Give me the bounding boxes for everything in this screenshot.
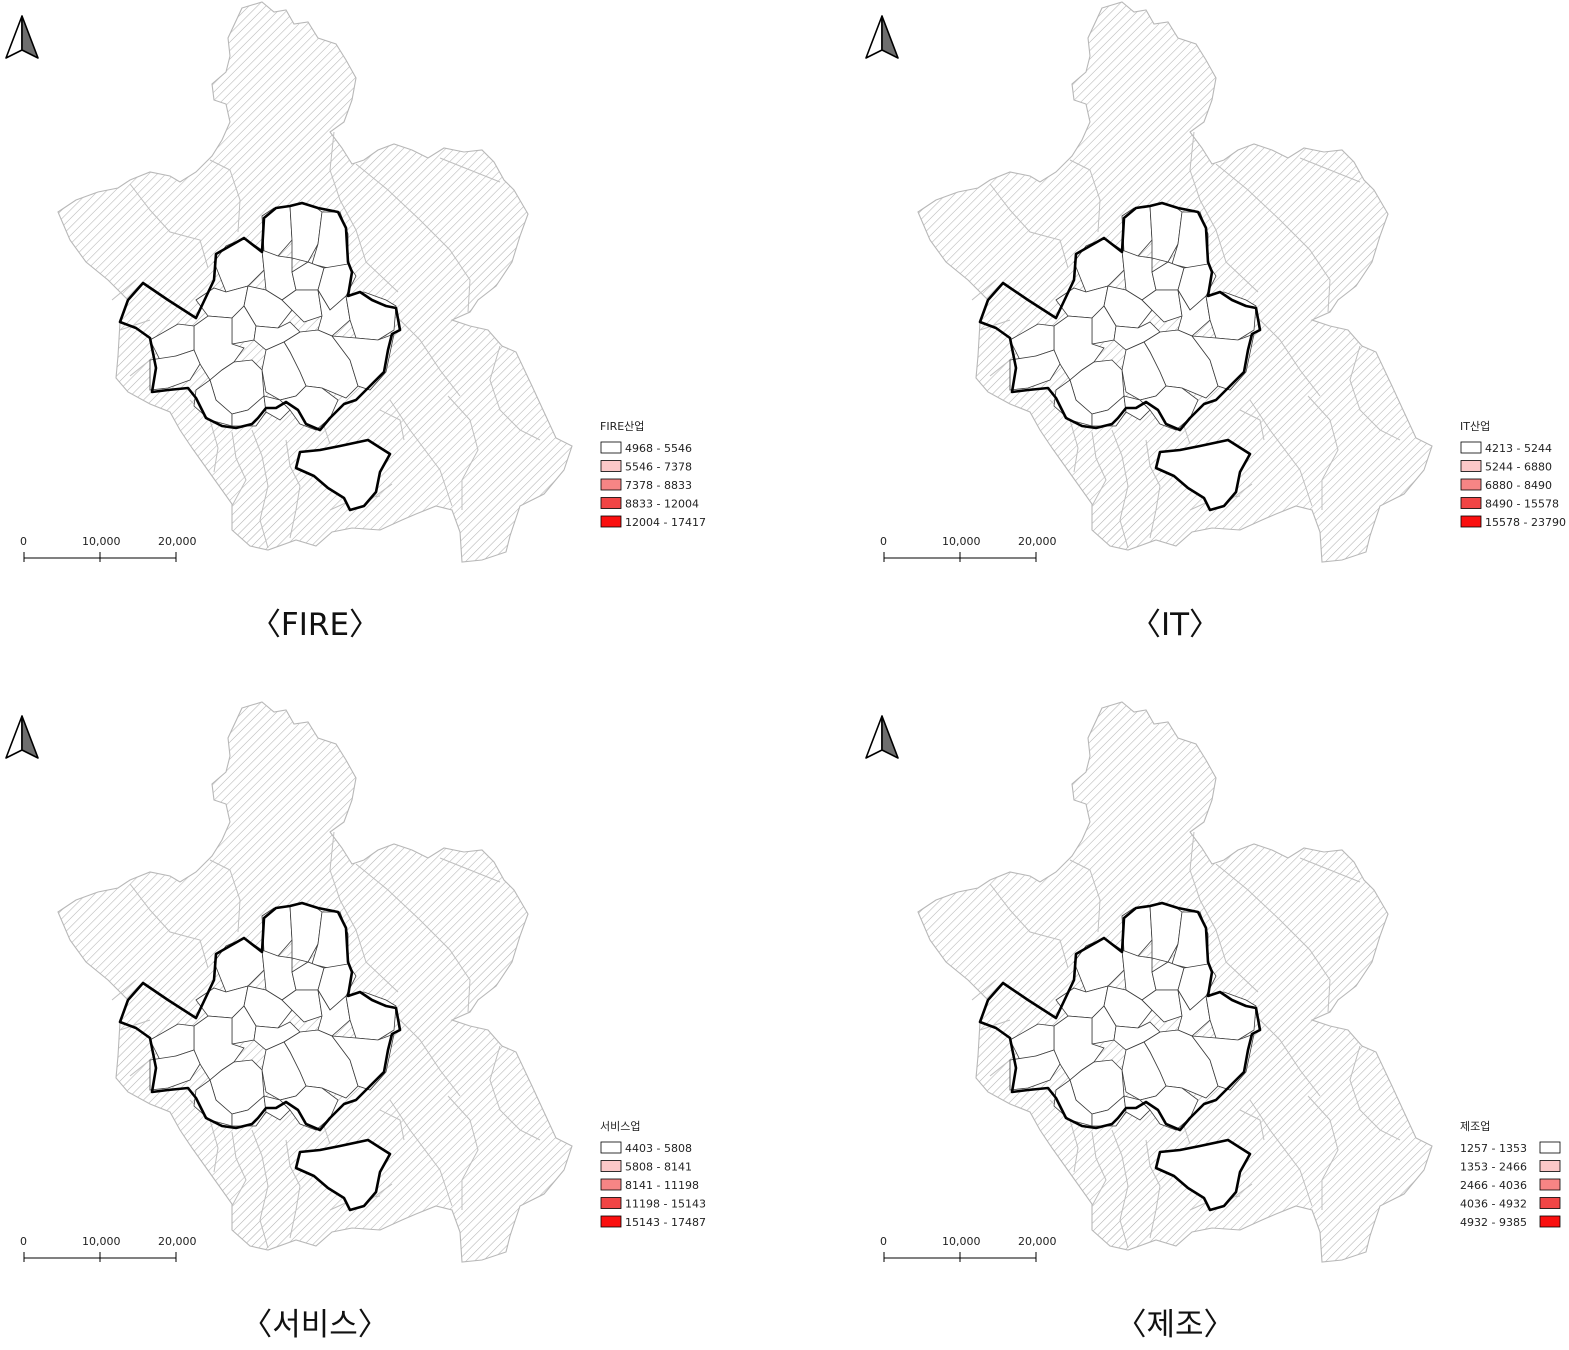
legend-swatch — [600, 478, 622, 491]
legend-class-label: 7378 - 8833 — [625, 479, 692, 492]
legend-class-label: 15578 - 23790 — [1485, 516, 1566, 529]
map-panel-service: 0 10,000 20,000 서비스업 4403 - 5808 5808 - 8141 8… — [5, 701, 706, 1343]
scale-label: 20,000 — [1018, 535, 1057, 548]
scale-label: 10,000 — [82, 535, 121, 548]
legend-swatch — [1460, 441, 1482, 454]
scale-label: 0 — [880, 535, 887, 548]
scale-bar: 0 10,000 20,000 — [20, 1235, 197, 1262]
north-arrow-icon — [865, 15, 899, 59]
legend-swatch — [600, 1197, 622, 1209]
legend-swatch — [600, 497, 622, 509]
panel-caption: 〈IT〉 — [1130, 607, 1220, 643]
legend-title: 서비스업 — [600, 1120, 640, 1133]
panel-caption: 〈서비스〉 — [241, 1307, 389, 1343]
scale-label: 20,000 — [158, 1235, 197, 1248]
district-polygon — [1177, 289, 1211, 337]
district-polygon — [231, 305, 257, 345]
legend-swatch — [1460, 478, 1482, 491]
legend-swatch — [1539, 1141, 1561, 1154]
legend-title: IT산업 — [1460, 420, 1490, 433]
legend-swatch — [600, 515, 622, 528]
legend-swatch — [1539, 1215, 1561, 1228]
legend-class-label: 4213 - 5244 — [1485, 442, 1552, 455]
district-polygon — [279, 1085, 339, 1131]
panel-caption: 〈FIRE〉 — [250, 607, 380, 643]
legend-swatch — [600, 441, 622, 454]
district-group — [149, 203, 397, 431]
legend-class-label: 4968 - 5546 — [625, 442, 692, 455]
legend-swatch — [600, 1215, 622, 1228]
legend-class-label: 12004 - 17417 — [625, 516, 706, 529]
legend: 서비스업 4403 - 5808 5808 - 8141 8141 - 11198 11… — [600, 1120, 706, 1229]
district-group — [1009, 903, 1257, 1131]
satellite-boundary — [294, 1138, 392, 1212]
legend-class-label: 5546 - 7378 — [625, 461, 692, 474]
legend-class-label: 15143 - 17487 — [625, 1216, 706, 1229]
satellite-boundary — [1154, 438, 1252, 512]
scale-label: 0 — [20, 1235, 27, 1248]
map-panel-manufacturing: 0 10,000 20,000 제조업 1257 - 1353 1353 - 2466 24… — [865, 701, 1561, 1343]
legend-class-label: 4036 - 4932 — [1460, 1198, 1527, 1211]
north-arrow-icon — [5, 15, 39, 59]
legend-swatch — [1460, 515, 1482, 528]
legend: IT산업 4213 - 5244 5244 - 6880 6880 - 8490 849… — [1460, 420, 1566, 529]
district-polygon — [231, 1005, 257, 1045]
legend-class-label: 8490 - 15578 — [1485, 498, 1559, 511]
city-boundary — [978, 201, 1262, 432]
district-polygon — [1139, 1085, 1199, 1131]
legend-class-label: 2466 - 4036 — [1460, 1179, 1527, 1192]
district-group — [149, 903, 397, 1131]
scale-bar: 0 10,000 20,000 — [880, 1235, 1057, 1262]
legend-class-label: 4932 - 9385 — [1460, 1216, 1527, 1229]
satellite-boundary — [294, 438, 392, 512]
legend-swatch — [600, 1160, 622, 1172]
district-polygon — [1091, 1005, 1117, 1045]
legend-swatch — [1539, 1160, 1561, 1172]
legend-swatch — [1460, 497, 1482, 509]
legend-class-label: 5808 - 8141 — [625, 1161, 692, 1174]
legend: 제조업 1257 - 1353 1353 - 2466 2466 - 4036 4036… — [1460, 1120, 1561, 1229]
legend-title: 제조업 — [1460, 1120, 1490, 1133]
legend-swatch — [600, 1178, 622, 1191]
legend-class-label: 8833 - 12004 — [625, 498, 699, 511]
north-arrow-icon — [865, 715, 899, 759]
legend-swatch — [600, 460, 622, 472]
district-polygon — [317, 289, 351, 337]
map-panel-it: 0 10,000 20,000 IT산업 4213 - 5244 5244 - 6880 6… — [865, 1, 1566, 643]
legend-swatch — [1539, 1178, 1561, 1191]
legend-swatch — [600, 1141, 622, 1154]
legend-class-label: 5244 - 6880 — [1485, 461, 1552, 474]
legend-class-label: 11198 - 15143 — [625, 1198, 706, 1211]
city-boundary — [978, 901, 1262, 1132]
city-boundary — [118, 201, 402, 432]
scale-bar: 0 10,000 20,000 — [20, 535, 197, 562]
district-polygon — [1139, 385, 1199, 431]
legend: FIRE산업 4968 - 5546 5546 - 7378 7378 - 8833 8… — [600, 420, 706, 529]
north-arrow-icon — [5, 715, 39, 759]
legend-class-label: 1257 - 1353 — [1460, 1142, 1527, 1155]
legend-class-label: 4403 - 5808 — [625, 1142, 692, 1155]
satellite-boundary — [1154, 1138, 1252, 1212]
district-polygon — [279, 385, 339, 431]
legend-title: FIRE산업 — [600, 420, 644, 433]
legend-swatch — [1539, 1197, 1561, 1209]
legend-class-label: 6880 - 8490 — [1485, 479, 1552, 492]
scale-bar: 0 10,000 20,000 — [880, 535, 1057, 562]
scale-label: 20,000 — [1018, 1235, 1057, 1248]
legend-swatch — [1460, 460, 1482, 472]
district-polygon — [1177, 989, 1211, 1037]
district-polygon — [1091, 305, 1117, 345]
scale-label: 10,000 — [82, 1235, 121, 1248]
scale-label: 20,000 — [158, 535, 197, 548]
city-boundary — [118, 901, 402, 1132]
legend-class-label: 8141 - 11198 — [625, 1179, 699, 1192]
scale-label: 0 — [880, 1235, 887, 1248]
scale-label: 10,000 — [942, 1235, 981, 1248]
scale-label: 0 — [20, 535, 27, 548]
scale-label: 10,000 — [942, 535, 981, 548]
panel-caption: 〈제조〉 — [1115, 1307, 1234, 1343]
map-panel-fire: 0 10,000 20,000 FIRE산업 4968 - 5546 5546 - 737… — [5, 1, 706, 643]
district-polygon — [317, 989, 351, 1037]
legend-class-label: 1353 - 2466 — [1460, 1161, 1527, 1174]
